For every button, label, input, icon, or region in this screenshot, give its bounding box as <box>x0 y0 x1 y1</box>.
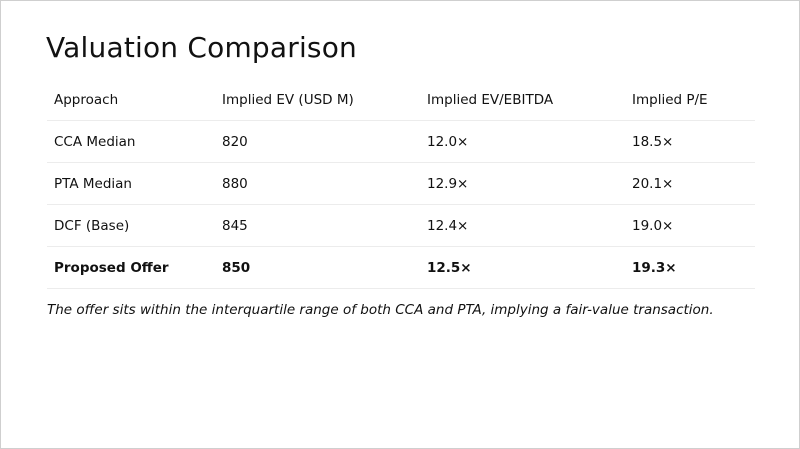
cell-implied-ev-ebitda: 12.5× <box>420 246 625 289</box>
cell-implied-ev: 820 <box>215 120 420 163</box>
header-implied-ev-ebitda: Implied EV/EBITDA <box>420 79 625 121</box>
table-row-cca-median: CCA Median 820 12.0× 18.5× <box>47 120 755 163</box>
cell-approach: CCA Median <box>47 120 215 163</box>
header-implied-ev: Implied EV (USD M) <box>215 79 420 121</box>
header-approach: Approach <box>47 79 215 121</box>
cell-implied-pe: 19.3× <box>625 246 755 289</box>
header-implied-pe: Implied P/E <box>625 79 755 121</box>
cell-implied-ev: 880 <box>215 162 420 205</box>
valuation-table: Approach Implied EV (USD M) Implied EV/E… <box>47 79 755 289</box>
cell-approach: PTA Median <box>47 162 215 205</box>
table-header-row: Approach Implied EV (USD M) Implied EV/E… <box>47 79 755 121</box>
table-row-proposed-offer: Proposed Offer 850 12.5× 19.3× <box>47 246 755 289</box>
cell-implied-ev: 850 <box>215 246 420 289</box>
cell-implied-ev-ebitda: 12.4× <box>420 204 625 247</box>
footnote: The offer sits within the interquartile … <box>47 302 714 318</box>
cell-implied-ev: 845 <box>215 204 420 247</box>
cell-implied-ev-ebitda: 12.0× <box>420 120 625 163</box>
cell-approach: Proposed Offer <box>47 246 215 289</box>
slide-title: Valuation Comparison <box>46 31 358 64</box>
cell-implied-ev-ebitda: 12.9× <box>420 162 625 205</box>
cell-implied-pe: 20.1× <box>625 162 755 205</box>
cell-implied-pe: 19.0× <box>625 204 755 247</box>
cell-approach: DCF (Base) <box>47 204 215 247</box>
cell-implied-pe: 18.5× <box>625 120 755 163</box>
table-row-dcf-base: DCF (Base) 845 12.4× 19.0× <box>47 204 755 247</box>
table-row-pta-median: PTA Median 880 12.9× 20.1× <box>47 162 755 205</box>
